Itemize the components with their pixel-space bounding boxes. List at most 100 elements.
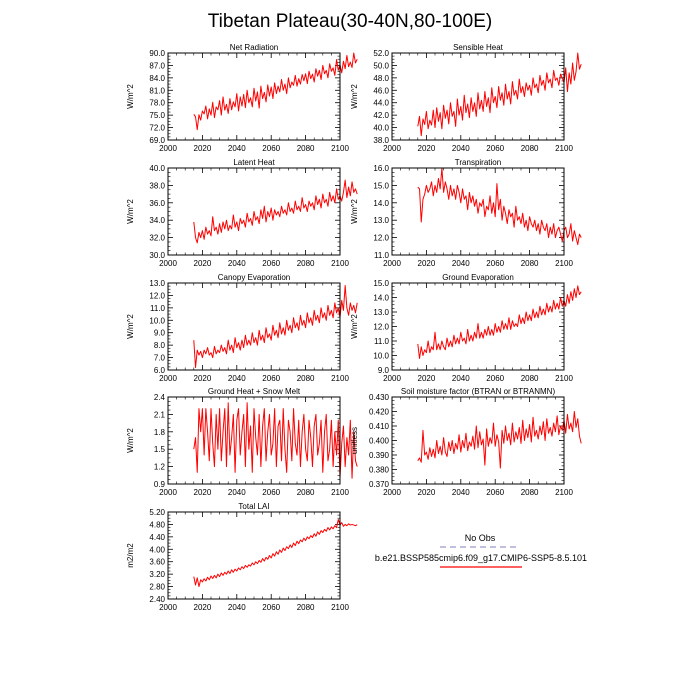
x-tick-label: 2060 — [486, 144, 504, 153]
y-tick-label: 32.0 — [149, 234, 165, 243]
x-tick-label: 2060 — [262, 374, 280, 383]
y-tick-label: 11.0 — [374, 337, 390, 346]
x-tick-label: 2000 — [159, 488, 177, 497]
x-tick-label: 2080 — [521, 259, 539, 268]
y-tick-label: 75.0 — [149, 111, 165, 120]
x-tick-label: 2000 — [383, 144, 401, 153]
panels: Net Radiation W/m^2 69.0 72.0 75.0 78.0 81.0 84… — [126, 43, 582, 612]
x-tick-label: 2040 — [452, 488, 470, 497]
y-tick-label: 2.1 — [154, 410, 166, 419]
y-tick-label: 52.0 — [373, 49, 389, 58]
y-tick-label: 3.20 — [149, 570, 165, 579]
y-tick-label: 4.80 — [149, 520, 165, 529]
panel-title: Latent Heat — [233, 158, 275, 167]
y-tick-label: 0.380 — [369, 466, 390, 475]
x-tick-label: 2060 — [486, 259, 504, 268]
y-tick-label: 81.0 — [149, 86, 165, 95]
y-tick-label: 38.0 — [149, 181, 165, 190]
y-tick-label: 0.9 — [154, 480, 166, 489]
y-axis-label: W/m^2 — [126, 199, 135, 224]
x-tick-label: 2100 — [331, 144, 349, 153]
y-tick-label: 30.0 — [149, 251, 165, 260]
x-tick-label: 2060 — [486, 488, 504, 497]
x-tick-label: 2100 — [555, 374, 573, 383]
y-tick-label: 40.0 — [373, 124, 389, 133]
series-line — [193, 284, 358, 369]
panel-5: Canopy Evaporation W/m^2 6.0 7.0 8.0 9.0 10.0 1… — [126, 273, 358, 383]
y-tick-label: 0.370 — [369, 480, 390, 489]
panel-4: Transpiration W/m^2 11.0 12.0 13.0 14.0 15.0 16… — [350, 158, 582, 268]
y-tick-label: 2.80 — [149, 583, 165, 592]
legend-obs-label: No Obs — [465, 533, 496, 543]
y-tick-label: 7.0 — [154, 354, 166, 363]
y-axis-label: W/m^2 — [350, 199, 359, 224]
y-tick-label: 44.0 — [373, 99, 389, 108]
y-axis-label: W/m^2 — [350, 84, 359, 109]
y-tick-label: 11.0 — [150, 304, 166, 313]
plot-frame — [167, 167, 341, 256]
x-tick-label: 2020 — [418, 144, 436, 153]
x-tick-label: 2060 — [262, 603, 280, 612]
x-tick-label: 2040 — [452, 374, 470, 383]
series-line — [193, 402, 358, 479]
plot-frame — [391, 396, 565, 485]
figure-title: Tibetan Plateau(30-40N,80-100E) — [208, 11, 492, 32]
y-tick-label: 11.0 — [374, 251, 390, 260]
y-tick-label: 0.430 — [369, 393, 390, 402]
y-tick-label: 78.0 — [149, 99, 165, 108]
x-tick-label: 2080 — [297, 603, 315, 612]
x-tick-label: 2060 — [262, 488, 280, 497]
y-tick-label: 10.0 — [149, 316, 165, 325]
y-axis-label: unitless — [350, 427, 359, 454]
x-tick-label: 2020 — [194, 603, 212, 612]
panel-7: Ground Heat + Snow Melt W/m^2 0.9 1.2 1.5 1.8… — [126, 387, 358, 497]
series-line — [193, 52, 358, 131]
plot-frame — [391, 52, 565, 141]
panel-2: Sensible Heat W/m^2 38.0 40.0 42.0 44.0 46.0 48… — [350, 43, 582, 153]
x-tick-label: 2020 — [418, 488, 436, 497]
y-tick-label: 42.0 — [373, 111, 389, 120]
y-tick-label: 0.410 — [369, 422, 390, 431]
y-tick-label: 40.0 — [149, 164, 165, 173]
y-tick-label: 14.0 — [373, 199, 389, 208]
y-tick-label: 87.0 — [149, 61, 165, 70]
y-tick-label: 10.0 — [373, 352, 389, 361]
x-tick-label: 2000 — [383, 488, 401, 497]
x-tick-label: 2000 — [159, 603, 177, 612]
x-tick-label: 2040 — [452, 144, 470, 153]
x-tick-label: 2080 — [297, 144, 315, 153]
y-tick-label: 2.4 — [154, 393, 166, 402]
x-tick-label: 2100 — [331, 488, 349, 497]
plot-frame — [167, 282, 341, 371]
y-tick-label: 2.40 — [149, 595, 165, 604]
panel-title: Net Radiation — [230, 43, 278, 52]
plot-frame — [167, 511, 341, 600]
y-tick-label: 84.0 — [149, 74, 165, 83]
x-tick-label: 2080 — [297, 374, 315, 383]
y-tick-label: 9.0 — [378, 366, 390, 375]
x-tick-label: 2040 — [228, 488, 246, 497]
x-tick-label: 2020 — [194, 374, 212, 383]
y-tick-label: 0.390 — [369, 451, 390, 460]
x-tick-label: 2040 — [228, 144, 246, 153]
x-tick-label: 2080 — [297, 488, 315, 497]
x-tick-label: 2100 — [555, 259, 573, 268]
x-tick-label: 2060 — [262, 259, 280, 268]
y-tick-label: 72.0 — [149, 124, 165, 133]
panel-title: Sensible Heat — [453, 43, 504, 52]
series-line — [193, 518, 358, 588]
panel-title: Ground Heat + Snow Melt — [208, 387, 301, 396]
y-tick-label: 15.0 — [373, 279, 389, 288]
legend: No Obs b.e21.BSSP585cmip6.f09_g17.CMIP6-… — [375, 533, 587, 568]
y-tick-label: 50.0 — [373, 61, 389, 70]
y-axis-label: m2/m2 — [126, 543, 135, 568]
x-tick-label: 2020 — [418, 259, 436, 268]
y-tick-label: 46.0 — [373, 86, 389, 95]
y-tick-label: 4.00 — [149, 545, 165, 554]
y-axis-label: W/m^2 — [126, 84, 135, 109]
y-tick-label: 14.0 — [373, 294, 389, 303]
x-tick-label: 2080 — [521, 488, 539, 497]
x-tick-label: 2040 — [228, 374, 246, 383]
panel-1: Net Radiation W/m^2 69.0 72.0 75.0 78.0 81.0 84… — [126, 43, 358, 153]
